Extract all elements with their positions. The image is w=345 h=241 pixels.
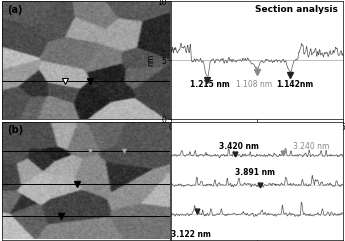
Text: (a): (a) [7,5,22,15]
Text: (b): (b) [7,125,23,135]
X-axis label: μm: μm [251,133,263,141]
Text: 3.891 nm: 3.891 nm [235,168,275,177]
Y-axis label: nm: nm [147,54,156,66]
Text: 3.420 nm: 3.420 nm [219,142,259,151]
Text: 3.122 nm: 3.122 nm [171,230,211,239]
Text: 1.215 nm: 1.215 nm [190,80,229,89]
Text: 3.240 nm: 3.240 nm [293,142,329,151]
Text: 1.108 nm: 1.108 nm [236,80,273,89]
Text: 1.142nm: 1.142nm [276,80,313,89]
Text: Section analysis: Section analysis [255,5,338,14]
